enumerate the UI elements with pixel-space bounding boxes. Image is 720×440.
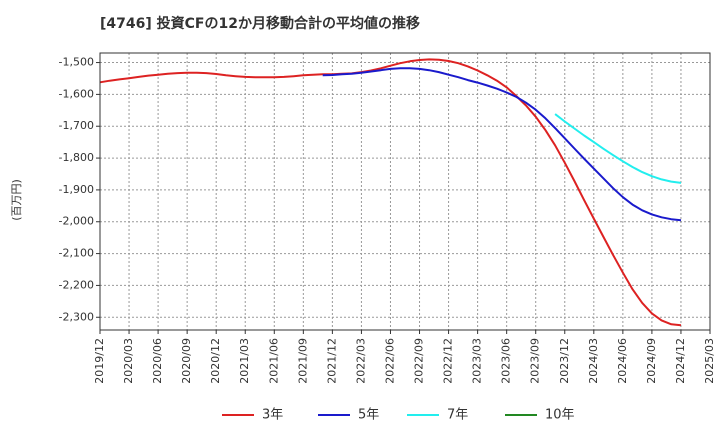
x-axis: 2019/12 2020/03 2020/06 2020/09 2020/12 2021/… <box>93 330 716 384</box>
series-line <box>322 67 682 222</box>
grid <box>99 53 711 330</box>
x-tick-label: 2021/09 <box>296 338 309 384</box>
legend-label: 10年 <box>545 408 575 423</box>
y-tick-label: -1,500 <box>59 56 94 69</box>
x-tick-label: 2023/06 <box>500 338 513 384</box>
y-tick-label: -2,300 <box>59 310 94 323</box>
series-line <box>99 58 682 327</box>
y-tick-label: -1,600 <box>59 87 94 100</box>
x-tick-label: 2022/09 <box>413 338 426 384</box>
legend-label: 3年 <box>262 408 283 423</box>
y-tick-label: -1,800 <box>59 151 94 164</box>
x-tick-label: 2022/12 <box>442 338 455 384</box>
x-tick-label: 2024/03 <box>587 338 600 384</box>
x-tick-label: 2020/12 <box>209 338 222 384</box>
x-tick-label: 2024/12 <box>674 338 687 384</box>
x-tick-label: 2023/09 <box>529 338 542 384</box>
x-tick-label: 2022/06 <box>383 338 396 384</box>
x-tick-label: 2024/09 <box>645 338 658 384</box>
plot-border <box>99 52 711 331</box>
y-tick-label: -2,100 <box>59 247 94 260</box>
legend-label: 7年 <box>447 408 468 423</box>
series-line <box>554 113 682 184</box>
chart-title: [4746] 投資CFの12か月移動合計の平均値の推移 <box>100 16 420 32</box>
y-tick-label: -1,900 <box>59 183 94 196</box>
y-tick-label: -1,700 <box>59 119 94 132</box>
x-tick-label: 2024/06 <box>616 338 629 384</box>
y-tick-label: -2,000 <box>59 215 94 228</box>
x-tick-label: 2021/03 <box>238 338 251 384</box>
legend-label: 5年 <box>358 408 379 423</box>
x-tick-label: 2023/03 <box>471 338 484 384</box>
series-lines <box>99 58 682 327</box>
x-tick-label: 2022/03 <box>354 338 367 384</box>
y-axis-label: (百万円) <box>10 179 23 221</box>
legend: 3年 5年 7年 10年 <box>222 408 575 423</box>
y-axis: -1,500 -1,600 -1,700 -1,800 -1,900 -2,000 -2,1… <box>59 56 100 323</box>
x-tick-label: 2021/12 <box>325 338 338 384</box>
x-tick-label: 2025/03 <box>703 338 716 384</box>
plot-frame <box>99 52 711 331</box>
x-tick-label: 2020/09 <box>180 338 193 384</box>
x-tick-label: 2021/06 <box>267 338 280 384</box>
x-tick-label: 2020/03 <box>122 338 135 384</box>
x-tick-label: 2023/12 <box>558 338 571 384</box>
x-tick-label: 2020/06 <box>151 338 164 384</box>
x-tick-label: 2019/12 <box>93 338 106 384</box>
y-tick-label: -2,200 <box>59 278 94 291</box>
